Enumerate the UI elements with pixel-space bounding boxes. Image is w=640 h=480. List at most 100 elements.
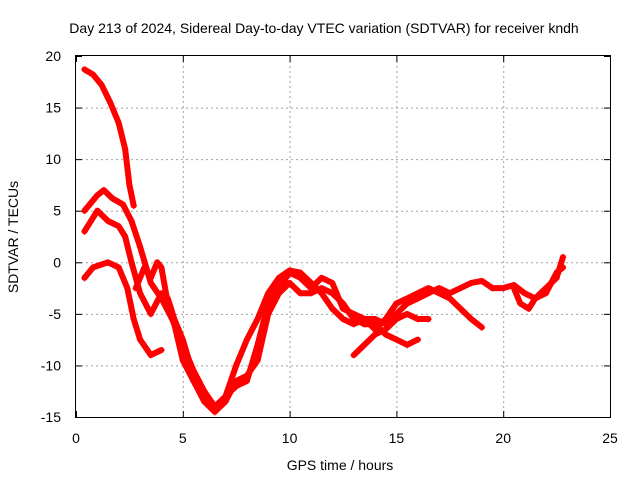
- data-point: +: [424, 289, 432, 300]
- data-point: +: [307, 284, 315, 295]
- y-tick-label: -5: [49, 306, 62, 322]
- series-trace: [81, 187, 566, 410]
- data-point: +: [531, 294, 539, 305]
- data-point: +: [339, 304, 347, 315]
- data-point: +: [424, 315, 432, 326]
- axis-ticks: [76, 56, 611, 418]
- data-point: +: [456, 284, 464, 295]
- series-trace: [510, 264, 566, 312]
- x-tick-label: 25: [602, 430, 618, 446]
- data-point: +: [129, 201, 137, 212]
- data-point: +: [115, 263, 123, 274]
- x-tick-label: 15: [389, 430, 405, 446]
- data-point: +: [317, 289, 325, 300]
- data-point: +: [80, 273, 88, 284]
- data-point: +: [164, 299, 172, 310]
- data-point: +: [349, 315, 357, 326]
- data-point: +: [516, 299, 524, 310]
- data-point: +: [89, 263, 97, 274]
- x-tick-label: 20: [495, 430, 511, 446]
- data-point: +: [132, 284, 140, 295]
- data-point: +: [360, 320, 368, 331]
- data-point: +: [349, 320, 357, 331]
- tick-labels: 0 5 10 15 20 25 -15 -10 -5 0 5 10 15 20: [41, 48, 618, 446]
- data-point: +: [243, 376, 251, 387]
- data-point: +: [542, 289, 550, 300]
- series-trace: [132, 259, 485, 415]
- data-point: +: [253, 356, 261, 367]
- data-point: +: [392, 309, 400, 320]
- data-point: +: [106, 98, 114, 109]
- x-tick-label: 0: [72, 430, 80, 446]
- y-tick-label: 15: [45, 100, 61, 116]
- data-point: +: [382, 315, 390, 326]
- data-point: +: [446, 294, 454, 305]
- data-point: +: [147, 273, 155, 284]
- data-point: +: [307, 278, 315, 289]
- series-track-7: ++ ++ +++: [510, 263, 568, 315]
- data-point: +: [97, 80, 105, 91]
- grid-lines: [76, 56, 610, 417]
- data-point: +: [285, 278, 293, 289]
- data-point: +: [264, 309, 272, 320]
- data-point: +: [296, 268, 304, 279]
- chart-title: Day 213 of 2024, Sidereal Day-to-day VTE…: [69, 20, 578, 36]
- data-point: +: [136, 335, 144, 346]
- y-tick-label: 5: [53, 203, 61, 219]
- data-point: +: [339, 299, 347, 310]
- data-point: +: [200, 397, 208, 408]
- data-point: +: [147, 278, 155, 289]
- data-point: +: [403, 340, 411, 351]
- data-point: +: [121, 232, 129, 243]
- data-point: +: [115, 222, 123, 233]
- data-point: +: [371, 325, 379, 336]
- y-tick-label: 20: [45, 48, 61, 64]
- data-point: +: [392, 299, 400, 310]
- data-point: +: [339, 315, 347, 326]
- data-point: +: [478, 276, 486, 287]
- y-tick-label: 0: [53, 254, 61, 270]
- y-tick-label: -15: [41, 409, 61, 425]
- data-point: +: [108, 194, 116, 205]
- data-point: +: [80, 227, 88, 238]
- data-point: +: [435, 289, 443, 300]
- data-point: +: [559, 263, 567, 274]
- x-tick-label: 5: [179, 430, 187, 446]
- data-point: +: [307, 289, 315, 300]
- data-point: +: [232, 361, 240, 372]
- data-point: +: [89, 70, 97, 81]
- data-point: +: [456, 304, 464, 315]
- data-point: +: [403, 294, 411, 305]
- data-point: +: [520, 289, 528, 300]
- data-point: +: [153, 258, 161, 269]
- data-point: +: [147, 309, 155, 320]
- data-point: +: [446, 289, 454, 300]
- data-point: +: [382, 325, 390, 336]
- data-point: +: [414, 315, 422, 326]
- data-point: +: [243, 335, 251, 346]
- data-point: +: [211, 407, 219, 418]
- data-point: +: [349, 351, 357, 362]
- series-track-1: + +++++++: [80, 65, 138, 212]
- data-point: +: [275, 289, 283, 300]
- y-tick-label: 10: [45, 151, 61, 167]
- series-trace: [81, 259, 165, 359]
- data-point: +: [403, 299, 411, 310]
- data-point: +: [414, 289, 422, 300]
- data-point: +: [140, 263, 148, 274]
- data-point: +: [93, 206, 101, 217]
- data-point: +: [136, 289, 144, 300]
- data-point: +: [435, 284, 443, 295]
- data-point: +: [382, 330, 390, 341]
- data-point: +: [243, 371, 251, 382]
- plot-frame: [75, 55, 611, 418]
- data-point: +: [328, 278, 336, 289]
- data-point: +: [285, 266, 293, 277]
- data-point: +: [499, 284, 507, 295]
- data-point: +: [467, 278, 475, 289]
- data-point: +: [371, 315, 379, 326]
- data-point: +: [115, 119, 123, 130]
- data-point: +: [275, 273, 283, 284]
- data-point: +: [127, 217, 135, 228]
- data-point: +: [179, 356, 187, 367]
